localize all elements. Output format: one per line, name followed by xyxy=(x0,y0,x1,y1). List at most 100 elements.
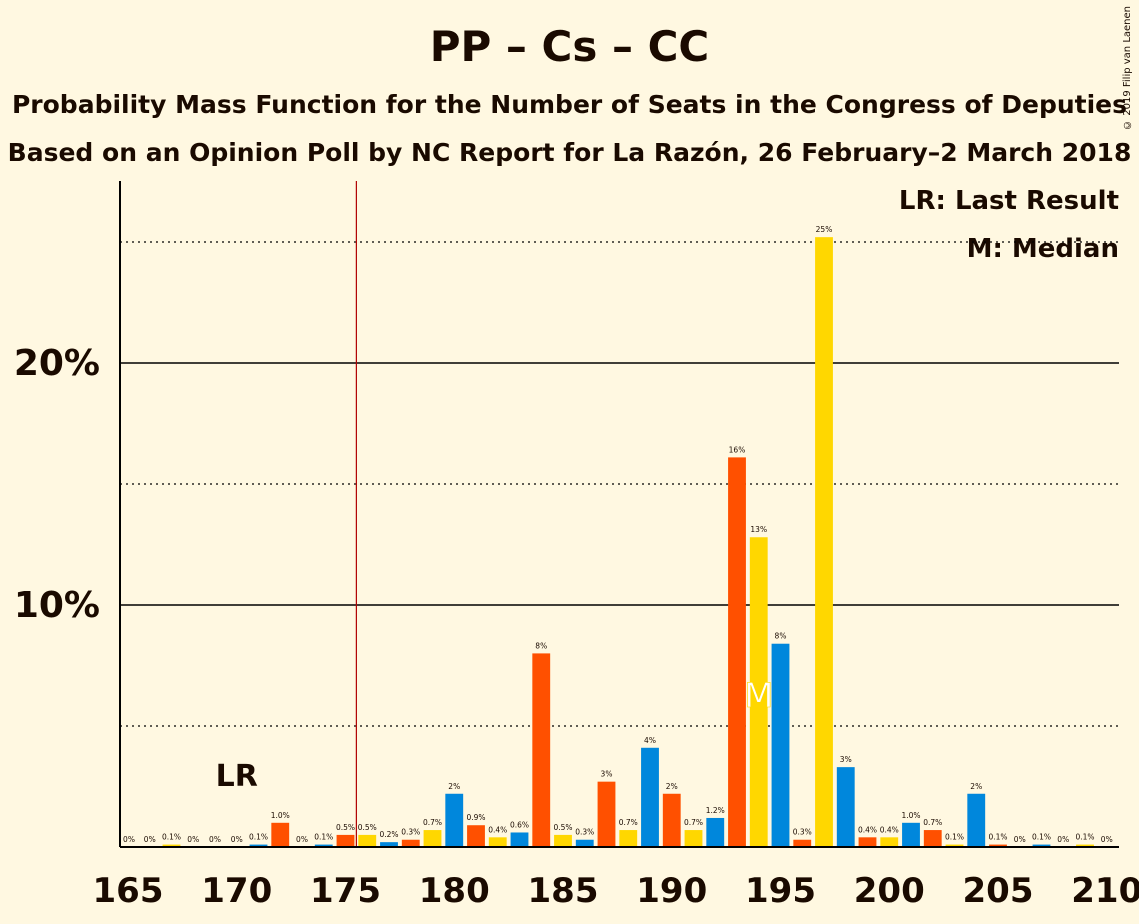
data-label: 0.7% xyxy=(619,818,638,827)
data-label: 0.9% xyxy=(466,813,485,822)
chart-subtitle-2: Based on an Opinion Poll by NC Report fo… xyxy=(7,138,1132,167)
data-label: 0% xyxy=(296,835,308,844)
data-label: 0.5% xyxy=(358,823,377,832)
data-label: 0% xyxy=(123,835,135,844)
data-label: 0.1% xyxy=(988,833,1007,842)
data-label: 0.4% xyxy=(488,825,507,834)
chart-title: PP – Cs – CC xyxy=(429,22,710,71)
data-label: 0.4% xyxy=(858,825,877,834)
bar-seats-199 xyxy=(858,837,877,847)
x-tick-label: 195 xyxy=(745,871,816,911)
data-label: 0.7% xyxy=(684,818,703,827)
bar-seats-177 xyxy=(380,842,398,847)
data-label: 0.1% xyxy=(314,833,333,842)
bar-seats-195 xyxy=(771,643,790,847)
data-label: 4% xyxy=(644,736,656,745)
bar-seats-196 xyxy=(793,839,812,847)
bar-seats-191 xyxy=(684,830,703,847)
data-label: 3% xyxy=(601,770,613,779)
x-tick-label: 190 xyxy=(636,871,707,911)
x-tick-label: 210 xyxy=(1071,871,1139,911)
data-label: 0.4% xyxy=(880,825,899,834)
bar-seats-185 xyxy=(554,834,572,847)
data-label: 0.1% xyxy=(1075,833,1094,842)
bar-seats-171 xyxy=(249,844,268,847)
data-label: 3% xyxy=(840,755,852,764)
data-label: 2% xyxy=(970,782,982,791)
bar-seats-176 xyxy=(358,834,377,847)
bar-seats-193 xyxy=(728,457,746,847)
bar-seats-194 xyxy=(749,537,768,847)
data-label: 8% xyxy=(775,632,787,641)
median-marker: M xyxy=(744,676,773,716)
data-label: 0.1% xyxy=(1032,833,1051,842)
bar-seats-200 xyxy=(880,837,899,847)
data-label: 25% xyxy=(816,225,833,234)
data-label: 0.2% xyxy=(379,830,398,839)
x-tick-label: 200 xyxy=(854,871,925,911)
bar-seats-180 xyxy=(445,793,464,847)
data-label: 0% xyxy=(231,835,243,844)
x-tick-label: 170 xyxy=(201,871,272,911)
x-tick-label: 165 xyxy=(93,871,164,911)
data-label: 0% xyxy=(1014,835,1026,844)
bar-seats-174 xyxy=(314,844,333,847)
data-label: 0.3% xyxy=(401,828,420,837)
bar-seats-192 xyxy=(706,817,725,847)
data-label: 0.6% xyxy=(510,820,529,829)
bar-seats-175 xyxy=(336,834,355,847)
legend-median: M: Median xyxy=(966,234,1119,264)
bar-seats-183 xyxy=(510,832,529,847)
bar-seats-178 xyxy=(401,839,420,847)
data-label: 0% xyxy=(187,835,199,844)
data-label: 0.3% xyxy=(575,828,594,837)
data-label: 1.0% xyxy=(901,811,920,820)
chart-subtitle-1: Probability Mass Function for the Number… xyxy=(11,90,1128,119)
data-label: 0.7% xyxy=(423,818,442,827)
bar-seats-205 xyxy=(989,844,1007,847)
bar-seats-181 xyxy=(467,825,485,847)
x-tick-label: 180 xyxy=(419,871,490,911)
data-label: 0% xyxy=(144,835,156,844)
bar-seats-167 xyxy=(162,844,181,847)
bar-seats-172 xyxy=(271,822,290,847)
bar-seats-204 xyxy=(967,793,986,847)
bar-seats-188 xyxy=(619,830,638,847)
data-label: 16% xyxy=(729,445,746,454)
data-label: 0.1% xyxy=(249,833,268,842)
bar-seats-184 xyxy=(532,653,551,847)
last-result-label: LR xyxy=(216,759,258,794)
bar-seats-198 xyxy=(836,767,855,847)
bar-seats-201 xyxy=(902,822,920,847)
data-label: 0% xyxy=(1057,835,1069,844)
legend-last-result: LR: Last Result xyxy=(898,186,1119,216)
y-tick-label: 10% xyxy=(14,585,100,626)
y-tick-label: 20% xyxy=(14,343,100,384)
bar-seats-202 xyxy=(923,830,942,847)
data-label: 2% xyxy=(448,782,460,791)
bar-seats-197 xyxy=(815,237,833,847)
data-label: 0% xyxy=(1101,835,1113,844)
bar-seats-186 xyxy=(575,839,594,847)
data-label: 1.2% xyxy=(706,806,725,815)
data-label: 2% xyxy=(666,782,678,791)
bar-seats-209 xyxy=(1076,844,1094,847)
data-label: 8% xyxy=(535,641,547,650)
data-label: 0.7% xyxy=(923,818,942,827)
data-label: 0% xyxy=(209,835,221,844)
data-label: 0.1% xyxy=(162,833,181,842)
bar-seats-203 xyxy=(945,844,964,847)
data-label: 13% xyxy=(750,525,767,534)
bar-seats-190 xyxy=(662,793,681,847)
x-tick-label: 185 xyxy=(528,871,599,911)
data-label: 0.3% xyxy=(793,828,812,837)
x-tick-label: 175 xyxy=(310,871,381,911)
bar-seats-182 xyxy=(488,837,507,847)
data-label: 1.0% xyxy=(271,811,290,820)
bar-seats-187 xyxy=(597,781,616,847)
bar-seats-179 xyxy=(423,830,442,847)
bar-seats-189 xyxy=(641,747,659,847)
data-label: 0.1% xyxy=(945,833,964,842)
x-tick-label: 205 xyxy=(963,871,1034,911)
